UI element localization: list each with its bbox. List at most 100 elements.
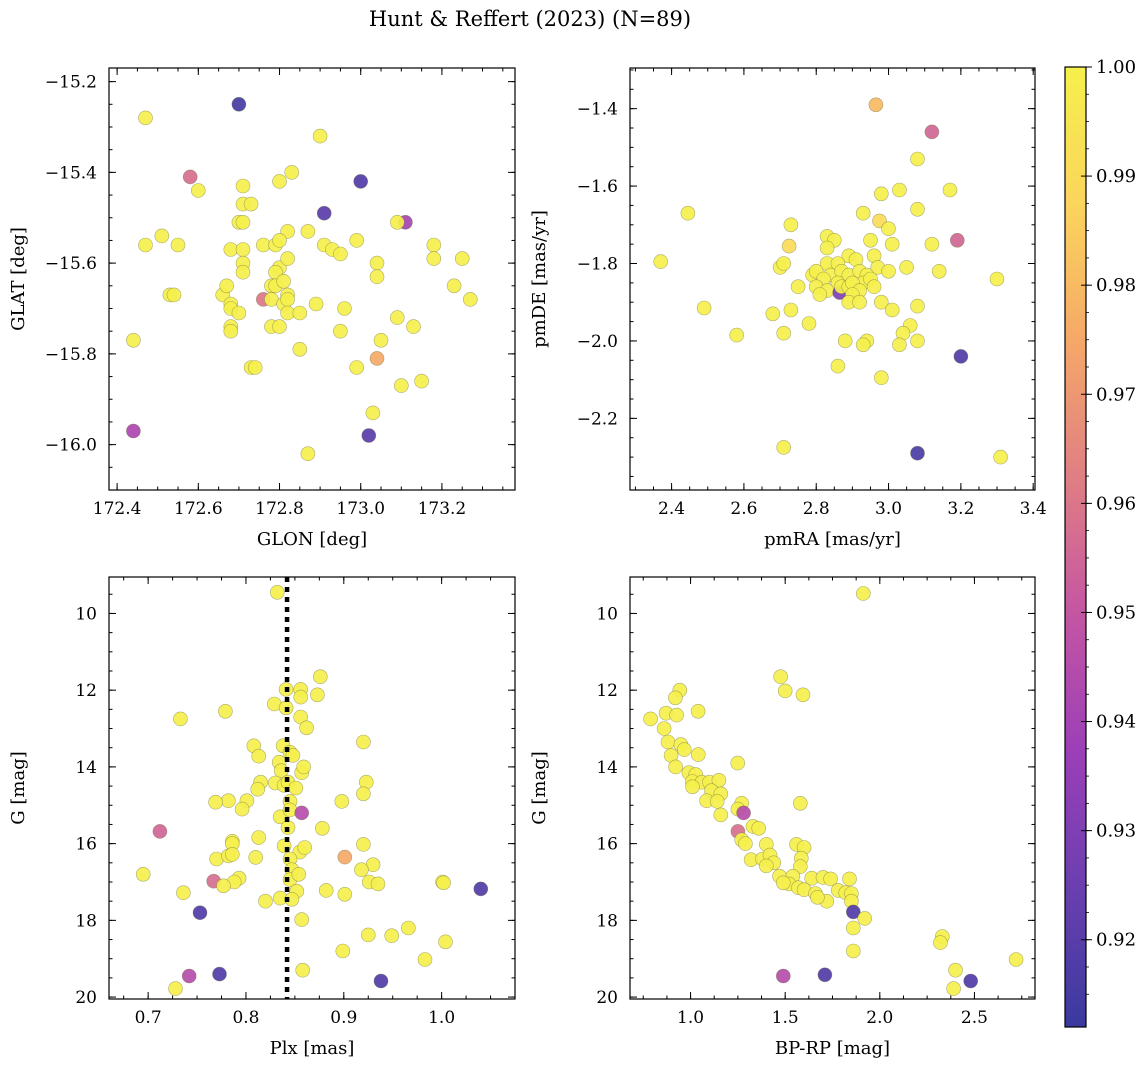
colorbar-tick-label: 0.99	[1096, 166, 1136, 187]
scatter-point	[126, 332, 141, 348]
y-tick-label: −1.4	[577, 100, 618, 120]
scatter-point	[401, 920, 416, 936]
scatter-point	[830, 358, 846, 374]
scatter-point	[866, 279, 882, 295]
scatter-point	[365, 405, 381, 421]
scatter-points	[653, 97, 1008, 465]
scatter-point	[817, 967, 833, 983]
scatter-point	[775, 968, 791, 984]
scatter-point	[285, 748, 301, 763]
scatter-point	[337, 301, 352, 316]
scatter-point	[993, 449, 1008, 465]
colorbar-tick-label: 0.94	[1096, 712, 1136, 733]
scatter-point	[356, 837, 371, 852]
scatter-point	[280, 251, 295, 266]
scatter-point	[168, 981, 183, 996]
scatter-point	[884, 236, 900, 252]
x-tick-label: 2.8	[803, 499, 830, 519]
scatter-point	[931, 263, 947, 279]
colorbar-tick-label: 1.00	[1096, 57, 1136, 78]
y-tick-label: −15.6	[45, 254, 97, 274]
scatter-point	[318, 883, 334, 898]
scatter-point	[676, 742, 692, 757]
scatter-point	[462, 292, 478, 307]
scatter-point	[152, 824, 168, 839]
scatter-point	[881, 263, 896, 279]
ticks	[109, 577, 516, 999]
scatter-point	[248, 850, 263, 865]
scatter-point	[216, 878, 231, 894]
scatter-point	[235, 178, 251, 194]
scatter-point	[243, 196, 259, 212]
scatter-point	[910, 298, 925, 314]
scatter-point	[292, 341, 308, 357]
axes-frame	[629, 67, 1036, 491]
scatter-point	[414, 373, 429, 389]
scatter-point	[910, 151, 925, 167]
scatter-point	[231, 97, 247, 112]
scatter-point	[656, 721, 672, 736]
scatter-point	[337, 849, 353, 865]
colorbar-tick-label: 0.92	[1096, 930, 1136, 951]
scatter-point	[426, 237, 442, 253]
scatter-point	[208, 794, 223, 810]
scatter-point	[729, 327, 745, 343]
scatter-point	[730, 755, 746, 771]
scatter-point	[384, 928, 400, 944]
scatter-point	[899, 260, 914, 275]
scatter-point	[792, 795, 808, 811]
scatter-points	[126, 97, 478, 462]
scatter-point	[219, 278, 234, 294]
scatter-point	[393, 378, 409, 393]
scatter-point	[776, 440, 792, 455]
y-tick-label: −1.8	[577, 255, 618, 275]
scatter-point	[868, 97, 884, 113]
scatter-point	[295, 962, 311, 978]
scatter-point	[369, 269, 385, 285]
x-tick-label: 2.0	[866, 1008, 893, 1028]
scatter-point	[685, 779, 700, 795]
scatter-point	[334, 794, 350, 809]
scatter-point	[272, 233, 287, 248]
scatter-point	[669, 707, 684, 723]
scatter-point	[690, 703, 706, 719]
x-tick-label: 0.8	[232, 1008, 259, 1028]
scatter-point	[314, 820, 330, 836]
scatter-point	[284, 165, 300, 180]
scatter-point	[473, 881, 489, 897]
scatter-point	[316, 205, 332, 221]
scatter-point	[370, 876, 386, 892]
scatter-point	[373, 332, 389, 348]
scatter-point	[308, 296, 324, 312]
scatter-point	[272, 174, 287, 189]
scatter-point	[354, 862, 369, 878]
scatter-point	[166, 287, 182, 303]
scatter-point	[191, 183, 206, 198]
scatter-point	[668, 759, 683, 775]
scatter-point	[310, 687, 325, 703]
scatter-point	[751, 820, 767, 836]
scatter-point	[234, 801, 250, 817]
x-tick-label: 3.4	[1020, 499, 1047, 519]
scatter-points	[135, 584, 489, 996]
scatter-point	[845, 920, 861, 936]
scatter-point	[225, 847, 240, 862]
scatter-point	[300, 446, 316, 462]
y-tick-label: 18	[596, 911, 618, 931]
scatter-point	[855, 337, 871, 353]
ticks	[630, 577, 1035, 999]
colorbar-tick-label: 0.96	[1096, 493, 1136, 514]
scatter-point	[643, 711, 658, 727]
y-tick-label: −16.0	[45, 436, 97, 456]
scatter-point	[369, 255, 385, 271]
scatter-point	[272, 319, 287, 334]
scatter-point	[910, 333, 925, 349]
y-axis-label: pmDE [mas/yr]	[529, 210, 550, 348]
x-tick-label: 173.2	[418, 499, 467, 519]
y-axis-label: GLAT [deg]	[8, 227, 29, 331]
scatter-point	[218, 703, 233, 719]
scatter-point	[873, 186, 889, 202]
scatter-point	[223, 323, 239, 339]
scatter-point	[933, 935, 948, 950]
scatter-point	[436, 875, 451, 891]
